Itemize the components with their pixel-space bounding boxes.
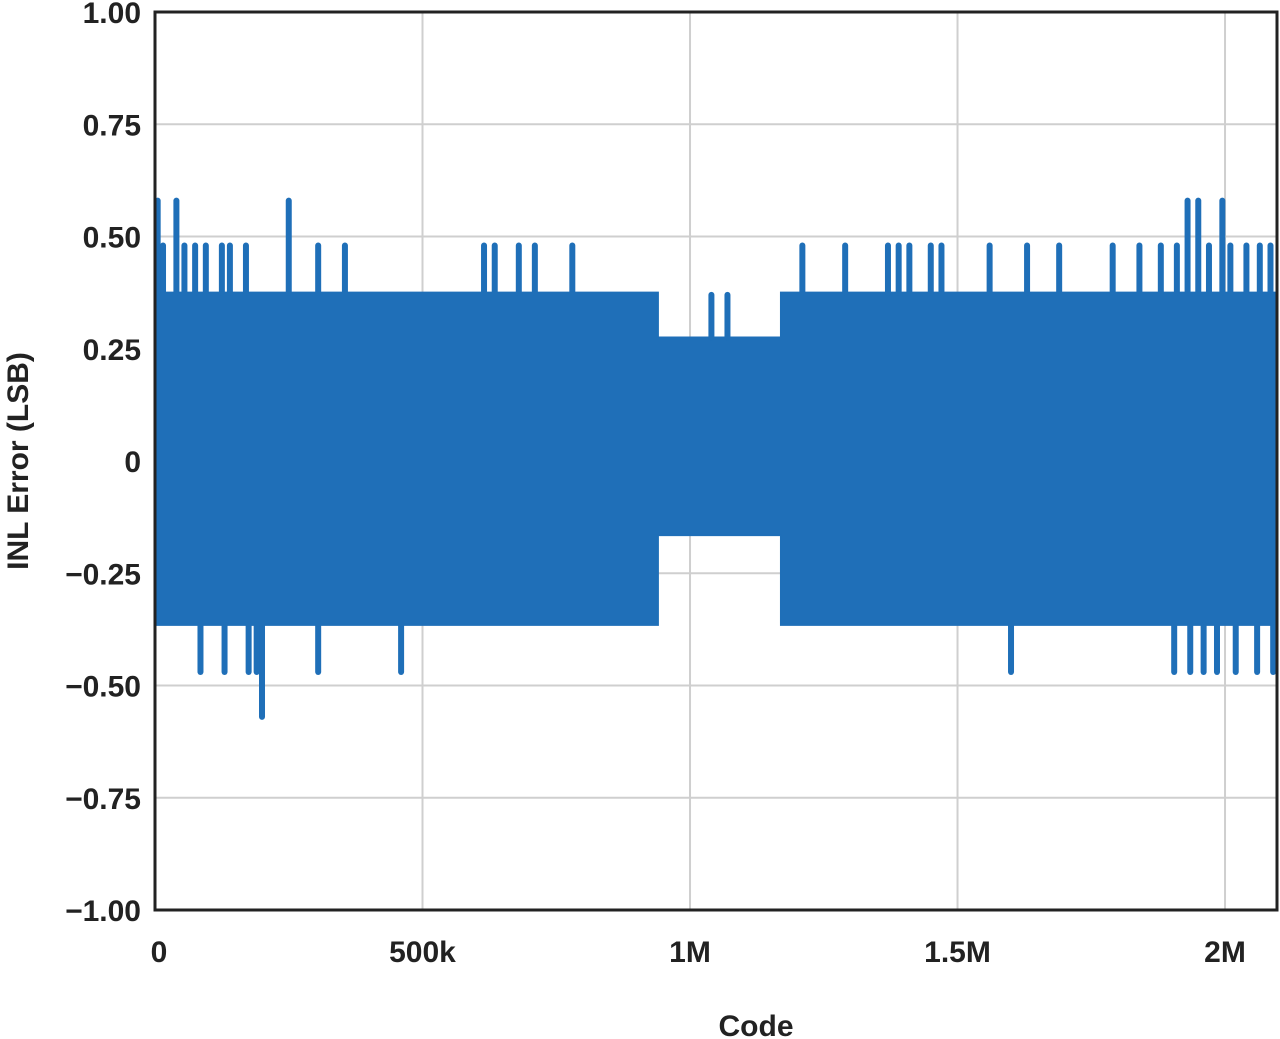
x-axis-title: Code xyxy=(719,1010,794,1039)
y-tick-label: −0.25 xyxy=(65,558,141,591)
y-tick-label: 0.50 xyxy=(83,222,141,255)
y-tick-label: −0.50 xyxy=(65,671,141,704)
x-tick-label: 1M xyxy=(669,936,711,969)
x-tick-label: 2M xyxy=(1204,936,1246,969)
y-axis-title: INL Error (LSB) xyxy=(2,352,35,570)
y-tick-label: 0.75 xyxy=(83,109,141,142)
y-tick-label: −0.75 xyxy=(65,783,141,816)
y-tick-label: −1.00 xyxy=(65,895,141,928)
inl-error-band xyxy=(154,291,1278,626)
x-tick-label: 1.5M xyxy=(924,936,991,969)
y-tick-labels: 1.00 0.75 0.50 0.25 0 −0.25 −0.50 −0.75 −1.00 xyxy=(65,0,141,928)
x-tick-label: 500k xyxy=(389,936,456,969)
y-tick-label: 1.00 xyxy=(83,0,141,30)
y-tick-label: 0 xyxy=(124,446,141,479)
x-tick-label: 0 xyxy=(151,936,168,969)
plot-frame xyxy=(153,10,1279,912)
series-inl-error xyxy=(154,197,1278,720)
x-tick-labels: 0 500k 1M 1.5M 2M xyxy=(151,936,1246,969)
y-tick-label: 0.25 xyxy=(83,334,141,367)
